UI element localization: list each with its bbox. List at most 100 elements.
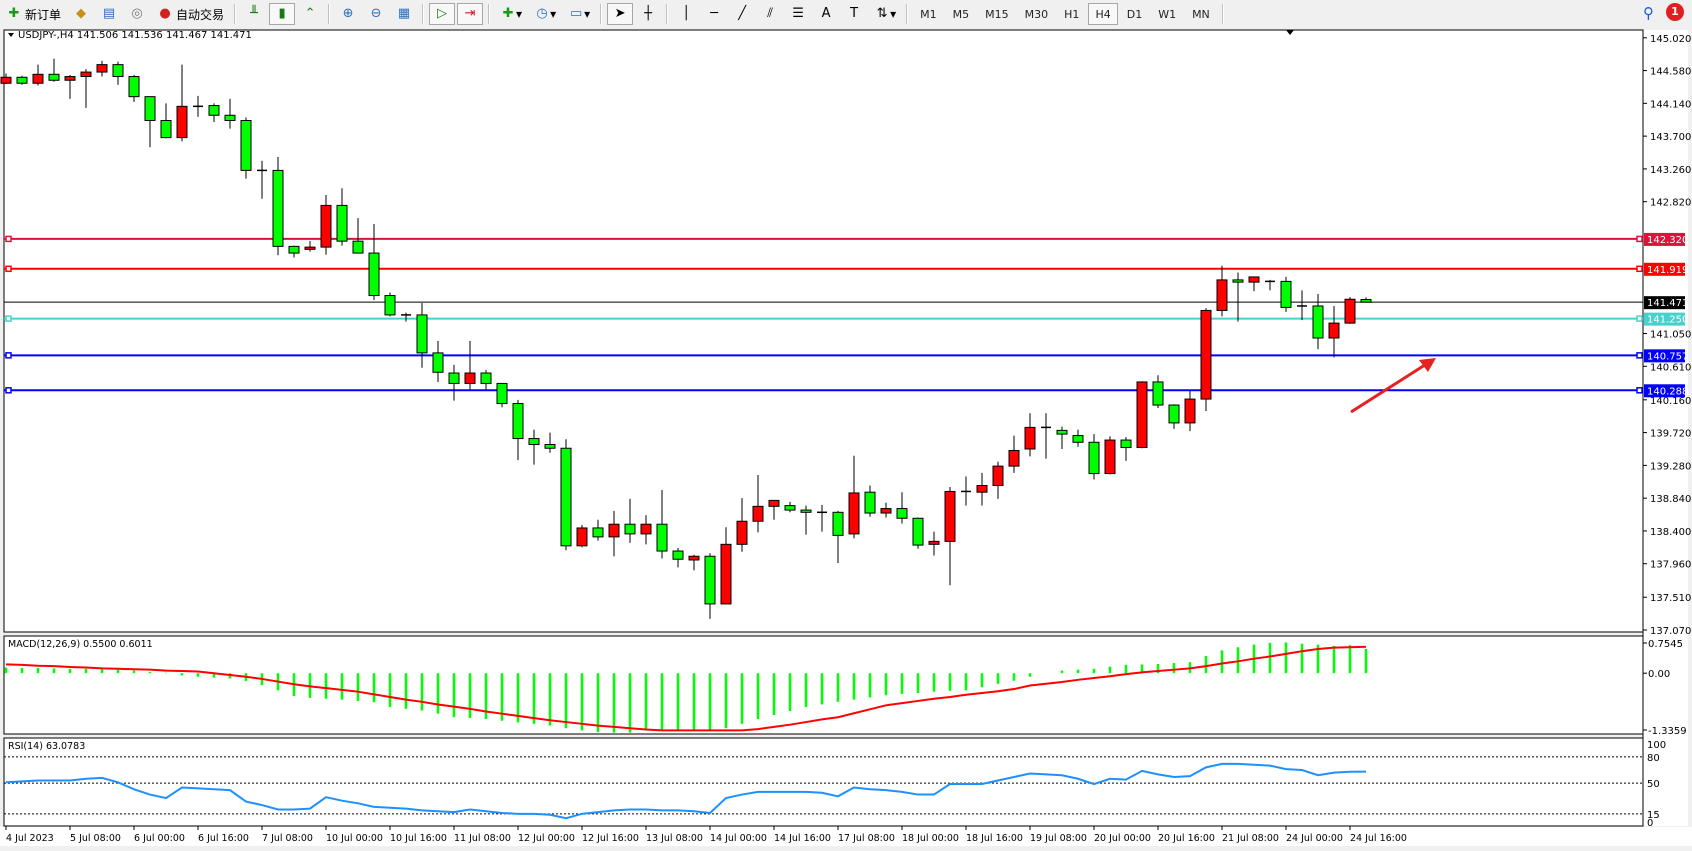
candle-body bbox=[864, 491, 876, 514]
candle-body bbox=[656, 523, 668, 552]
bar-chart-button[interactable]: ╨ bbox=[241, 3, 267, 25]
rsi-tick-label: 50 bbox=[1647, 779, 1660, 790]
line-handle[interactable] bbox=[5, 315, 12, 322]
templates-button[interactable]: ▭ ▾ bbox=[569, 6, 591, 21]
timeframe-mn[interactable]: MN bbox=[1192, 7, 1210, 21]
equidistant-channel-button[interactable]: ⫽ bbox=[757, 3, 783, 25]
macd-label: MACD(12,26,9) 0.5500 0.6011 bbox=[8, 639, 153, 650]
timeframe-m30[interactable]: M30 bbox=[1024, 7, 1049, 21]
trendline-button[interactable]: ╱ bbox=[729, 3, 755, 25]
separator bbox=[906, 4, 909, 24]
candle-body bbox=[448, 372, 460, 384]
line-handle[interactable] bbox=[1636, 387, 1643, 394]
price-tick-label: 145.020 bbox=[1650, 34, 1691, 45]
price-tick-label: 143.700 bbox=[1650, 132, 1691, 143]
line-handle[interactable] bbox=[5, 387, 12, 394]
text-button[interactable]: A bbox=[813, 3, 839, 25]
arrows-button[interactable]: ⇅ ▾ bbox=[869, 3, 901, 25]
price-tick-label: 138.400 bbox=[1650, 527, 1691, 538]
timeframe-h4[interactable]: H4 bbox=[1088, 3, 1118, 25]
autoscroll-icon: ▷ bbox=[437, 6, 448, 21]
candle-body bbox=[928, 540, 940, 545]
separator bbox=[1221, 4, 1224, 24]
line-handle[interactable] bbox=[1636, 265, 1643, 273]
timeframe-m15[interactable]: M15 bbox=[985, 7, 1009, 21]
line-handle[interactable] bbox=[5, 235, 12, 243]
timeframe-m1[interactable]: M1 bbox=[920, 7, 937, 21]
line-handle[interactable] bbox=[1636, 315, 1643, 322]
candle-body bbox=[1232, 279, 1244, 283]
navigator-button[interactable]: ▤ bbox=[96, 3, 122, 25]
auto-trading-label: 自动交易 bbox=[176, 7, 225, 22]
notification-icon[interactable]: 1 bbox=[1666, 3, 1684, 21]
text-label-icon: T bbox=[850, 6, 859, 21]
candle-body bbox=[736, 520, 748, 545]
horizontal-line-price-label-bg bbox=[1644, 232, 1685, 246]
zoom-in-button[interactable]: ⊕ bbox=[335, 3, 361, 25]
market-watch-button[interactable]: ◆ bbox=[68, 3, 94, 25]
price-tick-label: 139.280 bbox=[1650, 461, 1691, 472]
time-label: 10 Jul 00:00 bbox=[326, 833, 383, 844]
new-order-button[interactable]: ✚ 新订单 bbox=[1, 3, 66, 25]
price-tick-label: 142.820 bbox=[1650, 198, 1691, 209]
chart-window[interactable]: 145.020 144.580 144.140 143.700 143.260 142.8… bbox=[0, 28, 1692, 851]
fibonacci-button[interactable]: ☰ bbox=[785, 3, 811, 25]
auto-trading-button[interactable]: ● 自动交易 bbox=[152, 3, 229, 25]
candle-body bbox=[720, 543, 732, 605]
timeframe-h1[interactable]: H1 bbox=[1064, 7, 1080, 21]
candle-body bbox=[672, 550, 684, 560]
zoom-out-button[interactable]: ⊖ bbox=[363, 3, 389, 25]
crosshair-button[interactable]: ┼ bbox=[635, 3, 661, 25]
candlestick-icon: ▮ bbox=[278, 6, 286, 21]
candle-body bbox=[912, 517, 924, 546]
candle-body bbox=[1360, 299, 1372, 303]
chart-shift-button[interactable]: ⇥ bbox=[457, 3, 484, 25]
chart-menu-icon[interactable] bbox=[8, 33, 14, 37]
time-label: 14 Jul 00:00 bbox=[710, 833, 767, 844]
timeframe-d1[interactable]: D1 bbox=[1126, 7, 1143, 21]
line-handle[interactable] bbox=[5, 265, 12, 273]
line-chart-icon: ⌃ bbox=[304, 6, 316, 21]
tile-windows-button[interactable]: ▦ bbox=[391, 3, 417, 25]
equidistant-channel-icon: ⫽ bbox=[767, 6, 774, 21]
line-handle[interactable] bbox=[1636, 235, 1643, 243]
price-tick-label: 138.840 bbox=[1650, 494, 1691, 505]
cursor-button[interactable]: ➤ bbox=[607, 3, 634, 25]
macd-signal-line bbox=[5, 645, 1367, 732]
periods-button[interactable]: ◷ ▾ bbox=[529, 3, 561, 25]
time-label: 12 Jul 00:00 bbox=[518, 833, 575, 844]
candle-body bbox=[1168, 404, 1180, 424]
time-label: 7 Jul 08:00 bbox=[262, 833, 313, 844]
candle-body bbox=[992, 465, 1004, 486]
candle-body bbox=[320, 204, 332, 248]
vertical-line-button[interactable]: │ bbox=[673, 3, 699, 25]
candle-body bbox=[80, 71, 92, 78]
rsi-tick-label: 15 bbox=[1647, 810, 1660, 821]
rsi-tick-label: 80 bbox=[1647, 753, 1660, 764]
rsi-tick-label: 0 bbox=[1647, 818, 1653, 829]
candle-body bbox=[32, 73, 44, 84]
time-label: 20 Jul 00:00 bbox=[1094, 833, 1151, 844]
timeframe-m5[interactable]: M5 bbox=[952, 7, 970, 21]
annotation-arrow bbox=[1350, 361, 1429, 414]
candle-body bbox=[560, 447, 572, 547]
signals-icon: ◎ bbox=[131, 6, 143, 21]
time-label: 20 Jul 16:00 bbox=[1158, 833, 1215, 844]
candlestick-button[interactable]: ▮ bbox=[269, 3, 296, 25]
timeframe-w1[interactable]: W1 bbox=[1158, 7, 1177, 21]
line-handle[interactable] bbox=[1636, 352, 1643, 359]
indicators-button[interactable]: ✚ ▾ bbox=[495, 3, 527, 25]
autoscroll-button[interactable]: ▷ bbox=[429, 3, 456, 25]
candle-body bbox=[704, 555, 716, 605]
candle-body bbox=[688, 555, 700, 561]
signals-button[interactable]: ◎ bbox=[124, 3, 150, 25]
search-icon[interactable]: ⚲ bbox=[1643, 4, 1654, 22]
candle-body bbox=[624, 523, 636, 535]
time-label: 6 Jul 16:00 bbox=[198, 833, 249, 844]
text-label-button[interactable]: T bbox=[841, 3, 867, 25]
time-label: 21 Jul 08:00 bbox=[1222, 833, 1279, 844]
horizontal-line-button[interactable]: ─ bbox=[701, 3, 727, 25]
price-tick-label: 140.160 bbox=[1650, 396, 1691, 407]
line-handle[interactable] bbox=[5, 352, 12, 359]
line-chart-button[interactable]: ⌃ bbox=[297, 3, 323, 25]
